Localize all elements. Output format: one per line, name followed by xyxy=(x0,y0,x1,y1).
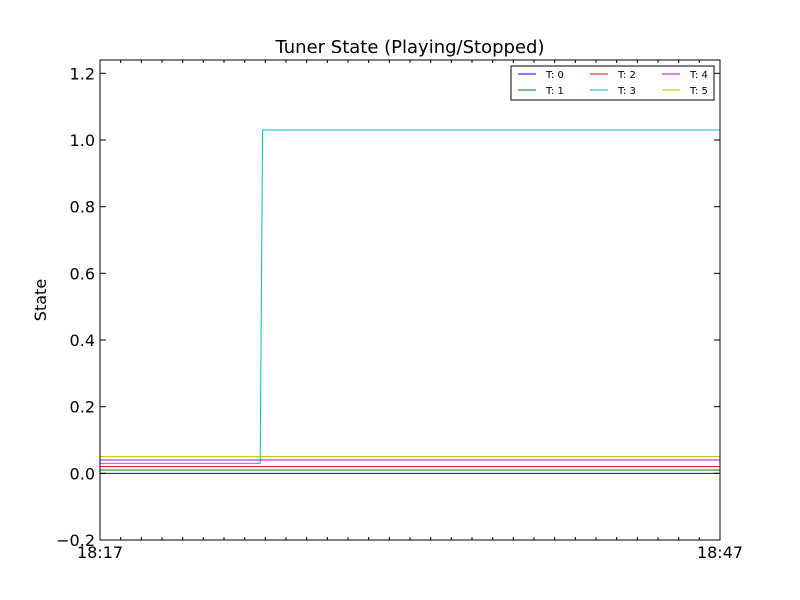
axis-ticks-group xyxy=(99,60,721,541)
y-tick-label: 1.2 xyxy=(70,64,95,83)
legend-label: T: 3 xyxy=(617,86,636,97)
y-tick-label: −0.2 xyxy=(56,531,95,550)
plot-area-frame xyxy=(99,59,721,541)
y-tick-label: 0.6 xyxy=(70,264,95,283)
x-tick-label: 18:17 xyxy=(77,543,123,562)
legend-label: T: 4 xyxy=(689,70,708,81)
tick-labels-group: −0.2 0.0 0.2 0.4 0.6 0.8 1.0 1.2 18:17 18:47 xyxy=(56,64,743,562)
y-axis-label: State xyxy=(31,279,50,321)
legend: T: 0 T: 1 T: 2 T: 3 T: 4 T: 5 xyxy=(510,65,715,101)
legend-label: T: 1 xyxy=(545,86,564,97)
legend-label: T: 2 xyxy=(617,70,636,81)
y-tick-label: 0.4 xyxy=(70,331,95,350)
plot-series-group xyxy=(100,129,720,474)
y-tick-label: 1.0 xyxy=(70,131,95,150)
legend-label: T: 0 xyxy=(545,70,564,81)
y-tick-label: 0.8 xyxy=(70,198,95,217)
x-tick-label: 18:47 xyxy=(697,543,743,562)
series-line-t3 xyxy=(100,129,720,464)
legend-label: T: 5 xyxy=(689,86,708,97)
chart-title: Tuner State (Playing/Stopped) xyxy=(275,37,545,58)
legend-box xyxy=(510,65,715,101)
y-tick-label: 0.2 xyxy=(70,398,95,417)
y-tick-label: 0.0 xyxy=(70,464,95,483)
